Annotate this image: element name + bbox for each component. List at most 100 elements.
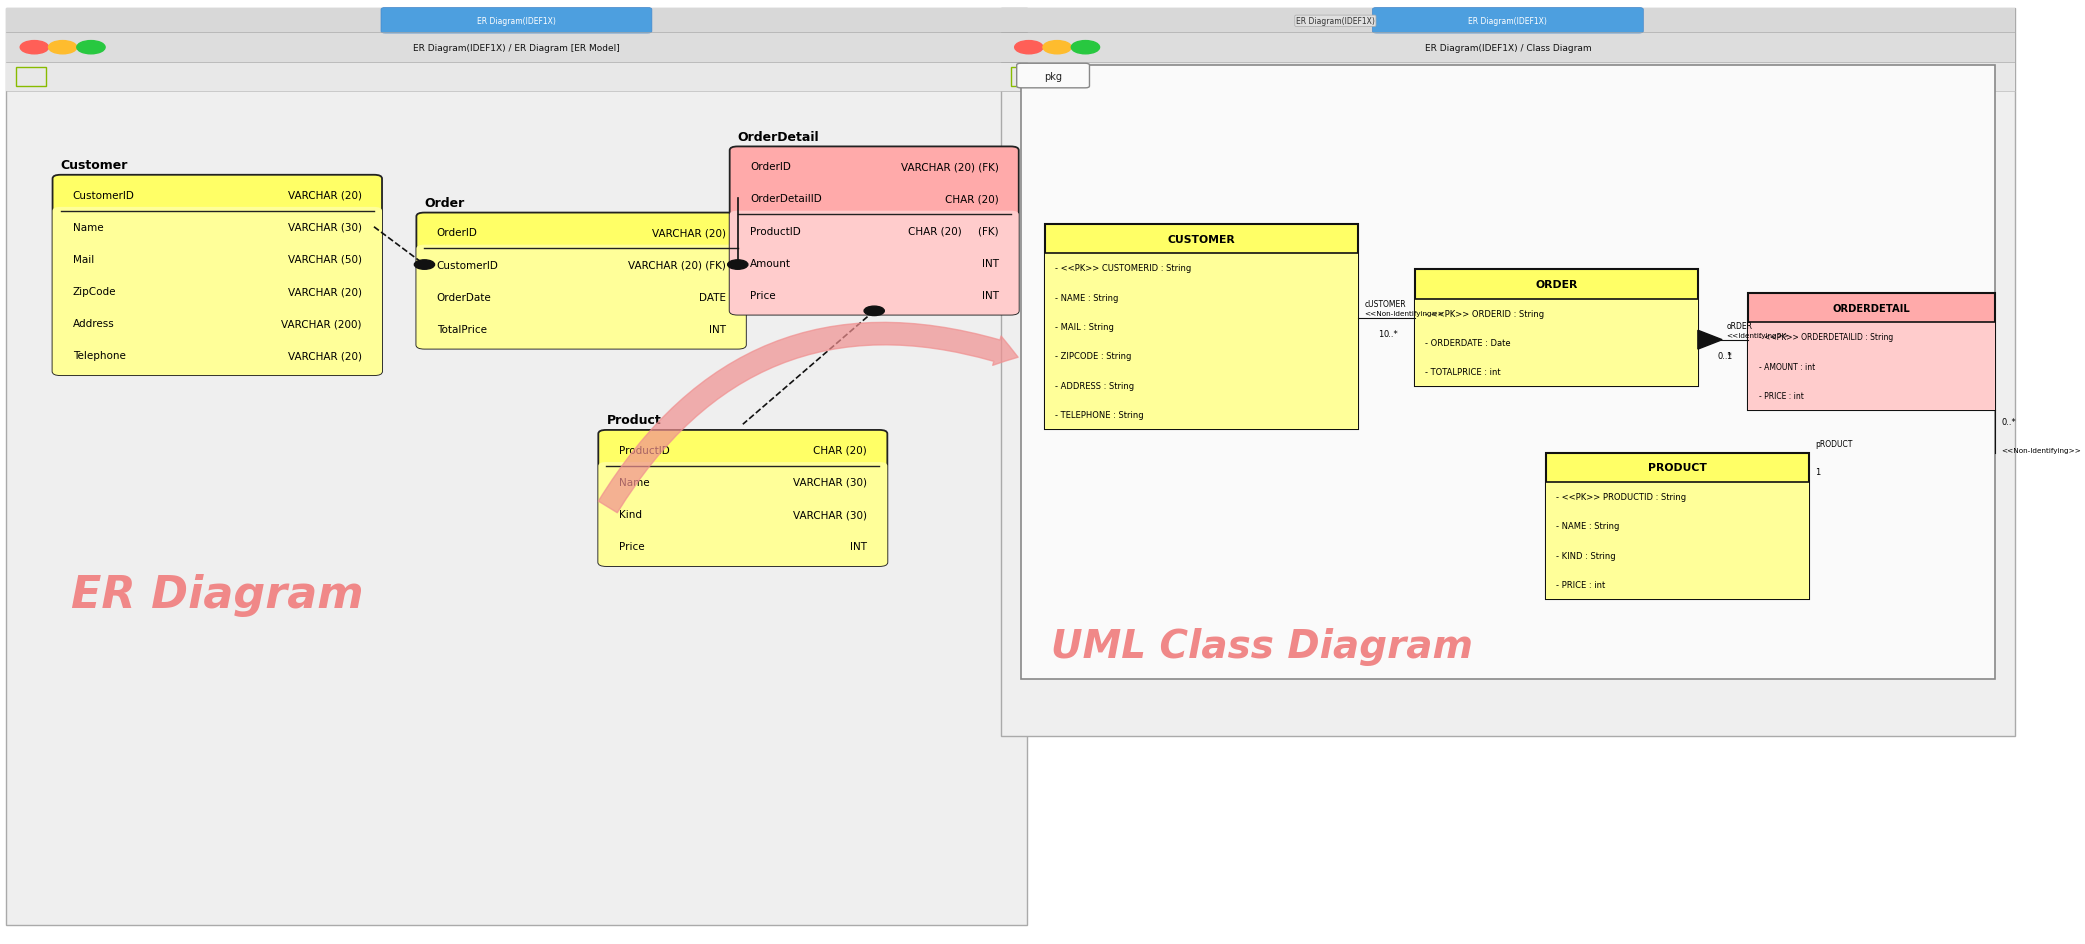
Text: oRDER: oRDER (1726, 322, 1751, 331)
Text: VARCHAR (20): VARCHAR (20) (288, 287, 363, 296)
Text: Mail: Mail (73, 255, 94, 264)
Text: INT: INT (709, 325, 726, 334)
Text: cUSTOMER: cUSTOMER (1364, 300, 1405, 309)
Text: 1: 1 (1378, 329, 1384, 339)
Text: Telephone: Telephone (73, 351, 125, 361)
Text: - <<PK>> PRODUCTID : String: - <<PK>> PRODUCTID : String (1555, 493, 1687, 501)
Text: VARCHAR (20): VARCHAR (20) (288, 351, 363, 361)
Text: VARCHAR (30): VARCHAR (30) (792, 510, 867, 519)
Text: CustomerID: CustomerID (73, 191, 136, 200)
Circle shape (415, 261, 434, 270)
Text: <<Non-Identifying>>: <<Non-Identifying>> (2002, 447, 2081, 454)
Bar (1416, 299, 1697, 387)
FancyBboxPatch shape (52, 208, 382, 376)
Text: CUSTOMER: CUSTOMER (1168, 234, 1236, 244)
Text: CHAR (20): CHAR (20) (813, 446, 867, 455)
Bar (1749, 294, 1995, 411)
Text: 0..*: 0..* (2002, 418, 2016, 427)
Text: - ORDERDATE : Date: - ORDERDATE : Date (1424, 339, 1512, 347)
Text: - ADDRESS : String: - ADDRESS : String (1055, 381, 1134, 390)
Circle shape (21, 42, 48, 55)
Text: TotalPrice: TotalPrice (436, 325, 486, 334)
Text: Customer: Customer (60, 159, 127, 172)
Bar (1416, 270, 1697, 387)
Bar (1547, 453, 1810, 599)
FancyBboxPatch shape (598, 463, 888, 566)
FancyBboxPatch shape (52, 176, 382, 376)
Text: ProductID: ProductID (751, 227, 801, 236)
Text: - NAME : String: - NAME : String (1055, 294, 1118, 302)
Bar (6, 9, 1026, 33)
Text: VARCHAR (20) (FK): VARCHAR (20) (FK) (628, 261, 726, 270)
Text: Kind: Kind (619, 510, 642, 519)
FancyBboxPatch shape (417, 213, 746, 349)
Text: - NAME : String: - NAME : String (1555, 522, 1620, 531)
Text: Product: Product (607, 413, 661, 427)
FancyBboxPatch shape (6, 9, 1026, 925)
FancyBboxPatch shape (730, 147, 1020, 315)
Bar (6, 63, 1026, 92)
Circle shape (1072, 42, 1099, 55)
Bar (1045, 225, 1357, 430)
Text: ER Diagram(IDEF1X): ER Diagram(IDEF1X) (1297, 17, 1374, 26)
Text: INT: INT (851, 542, 867, 551)
Text: ORDERDETAIL: ORDERDETAIL (1833, 303, 1910, 313)
Text: - PRICE : int: - PRICE : int (1758, 392, 1804, 400)
Text: ZipCode: ZipCode (73, 287, 117, 296)
FancyBboxPatch shape (730, 211, 1020, 315)
Text: Price: Price (751, 291, 776, 300)
Text: INT: INT (982, 259, 999, 268)
FancyBboxPatch shape (382, 8, 653, 34)
Text: OrderDetail: OrderDetail (738, 130, 819, 143)
Bar (1001, 33, 2016, 63)
Text: VARCHAR (30): VARCHAR (30) (792, 478, 867, 487)
Text: ER Diagram(IDEF1X): ER Diagram(IDEF1X) (1468, 17, 1547, 25)
Text: Price: Price (619, 542, 644, 551)
Text: Amount: Amount (751, 259, 790, 268)
Bar (1045, 254, 1357, 430)
FancyBboxPatch shape (417, 245, 746, 349)
Text: OrderDate: OrderDate (436, 293, 492, 302)
Text: 1: 1 (1816, 467, 1820, 477)
Text: Name: Name (73, 223, 104, 232)
Text: VARCHAR (20): VARCHAR (20) (288, 191, 363, 200)
FancyBboxPatch shape (1001, 9, 2016, 736)
Circle shape (1042, 42, 1072, 55)
Text: ER Diagram(IDEF1X) / ER Diagram [ER Model]: ER Diagram(IDEF1X) / ER Diagram [ER Mode… (413, 43, 619, 53)
Bar (1022, 66, 1995, 680)
Circle shape (728, 261, 749, 270)
FancyArrowPatch shape (598, 323, 1017, 514)
Text: PRODUCT: PRODUCT (1649, 463, 1708, 473)
Text: VARCHAR (20) (FK): VARCHAR (20) (FK) (901, 162, 999, 172)
Text: - <<PK>> ORDERID : String: - <<PK>> ORDERID : String (1424, 310, 1545, 318)
Text: VARCHAR (50): VARCHAR (50) (288, 255, 363, 264)
Text: DATE: DATE (698, 293, 726, 302)
Circle shape (1015, 42, 1042, 55)
Text: ORDER: ORDER (1535, 279, 1578, 290)
Bar (1001, 63, 2016, 92)
Text: - PRICE : int: - PRICE : int (1555, 581, 1605, 589)
Circle shape (48, 42, 77, 55)
Text: Address: Address (73, 319, 115, 329)
Text: UML Class Diagram: UML Class Diagram (1051, 628, 1474, 666)
Text: - AMOUNT : int: - AMOUNT : int (1758, 362, 1814, 371)
Text: CHAR (20)     (FK): CHAR (20) (FK) (907, 227, 999, 236)
FancyBboxPatch shape (598, 430, 888, 566)
Text: ER Diagram: ER Diagram (71, 573, 363, 616)
Circle shape (863, 307, 884, 316)
Text: 0..*: 0..* (1718, 352, 1733, 361)
Text: - <<PK>> CUSTOMERID : String: - <<PK>> CUSTOMERID : String (1055, 264, 1191, 273)
Text: VARCHAR (20): VARCHAR (20) (653, 228, 726, 238)
Text: - KIND : String: - KIND : String (1555, 551, 1616, 560)
Text: VARCHAR (30): VARCHAR (30) (288, 223, 363, 232)
Bar (1749, 323, 1995, 411)
Circle shape (77, 42, 104, 55)
Text: - TOTALPRICE : int: - TOTALPRICE : int (1424, 368, 1501, 377)
Text: - MAIL : String: - MAIL : String (1055, 323, 1113, 331)
Text: <<Identifying>>: <<Identifying>> (1726, 332, 1789, 339)
Polygon shape (1697, 331, 1722, 350)
Text: ProductID: ProductID (619, 446, 669, 455)
Text: ER Diagram(IDEF1X) / Class Diagram: ER Diagram(IDEF1X) / Class Diagram (1424, 43, 1591, 53)
Text: <<Non-Identifying>>: <<Non-Identifying>> (1364, 311, 1445, 316)
Bar (1001, 9, 2016, 33)
